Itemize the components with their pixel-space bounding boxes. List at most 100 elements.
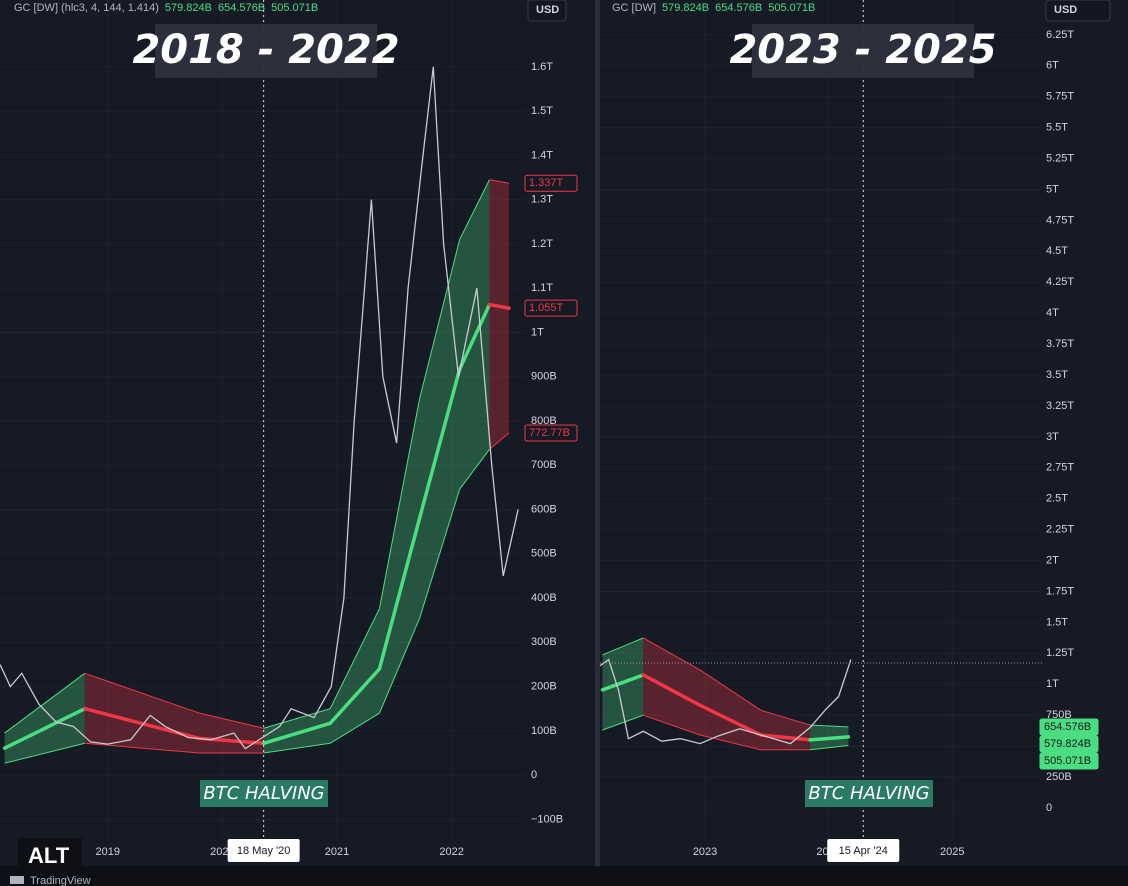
last-value-box — [524, 424, 578, 442]
last-value-box — [524, 299, 578, 317]
y-tick-label: 900B — [531, 371, 557, 383]
legend-value: 505.071B — [271, 2, 318, 14]
band-edge — [329, 608, 380, 709]
band-edge — [602, 637, 644, 656]
price-line — [0, 66, 519, 750]
axis-layer: −100B 0 100B 200B 300B 400B 500B 600B 700B 800B 90… — [96, 29, 1075, 858]
footer-bar — [0, 866, 1128, 886]
band-mid — [758, 733, 812, 742]
band-edge — [419, 239, 461, 399]
price-layer — [0, 66, 852, 750]
band-edge — [199, 712, 264, 729]
x-tick-label: 2019 — [96, 846, 120, 858]
last-value-label: 772.77B — [529, 427, 570, 439]
band-edge — [760, 709, 811, 726]
y-tick-label: 1.5T — [531, 105, 553, 117]
y-tick-label: 4.5T — [1046, 245, 1068, 257]
x-tick-label: 2025 — [940, 846, 964, 858]
legend-value: 505.071B — [768, 2, 815, 14]
y-tick-label: 600B — [531, 503, 557, 515]
y-tick-label: 2.5T — [1046, 493, 1068, 505]
band-edge — [84, 742, 200, 754]
y-tick-label: 5T — [1046, 183, 1059, 195]
band-edge — [643, 637, 701, 671]
band-fill — [489, 179, 509, 450]
legend-value: 579.824B — [662, 2, 709, 14]
band-mid — [328, 667, 382, 726]
brand-logo — [10, 876, 24, 884]
band-mid — [641, 673, 702, 708]
y-tick-label: 1T — [1046, 678, 1059, 690]
y-tick-label: 1.3T — [531, 194, 553, 206]
y-tick-label: 2T — [1046, 554, 1059, 566]
band-mid — [808, 735, 851, 742]
annotation-label: BTC HALVING — [203, 783, 324, 804]
band-mid — [457, 302, 492, 371]
y-tick-label: 5.75T — [1046, 91, 1074, 103]
panel-title: 2023 - 2025 — [729, 27, 996, 73]
band-edge — [263, 742, 331, 754]
y-tick-label: 5.25T — [1046, 152, 1074, 164]
over-layer: 2018 - 2022 BTC HALVING 2023 - 2025 BTC HAL… — [132, 0, 1044, 838]
legend-value: 654.576B — [715, 2, 762, 14]
y-tick-label: 1T — [531, 326, 544, 338]
title-box — [155, 24, 377, 78]
y-tick-label: 500B — [531, 548, 557, 560]
y-tick-label: 1.1T — [531, 282, 553, 294]
last-value-label: 505.071B — [1044, 755, 1091, 767]
band-mid — [2, 706, 87, 750]
band-fill — [419, 239, 460, 619]
y-tick-label: 1.6T — [531, 61, 553, 73]
annotation-label: BTC HALVING — [808, 783, 929, 804]
last-value-label: 1.055T — [529, 302, 564, 314]
y-tick-label: 3.75T — [1046, 338, 1074, 350]
band-edge — [378, 618, 421, 714]
x-tick-label: 2022 — [439, 846, 463, 858]
last-value-box — [1039, 752, 1099, 770]
x-tick-label: 2023 — [693, 846, 717, 858]
annotation-box — [200, 780, 328, 807]
y-tick-label: 250B — [1046, 771, 1072, 783]
band-edge — [378, 398, 421, 609]
band-mid — [487, 302, 511, 310]
currency-box — [1045, 0, 1111, 22]
panel-divider — [595, 0, 600, 866]
y-tick-label: 4.25T — [1046, 276, 1074, 288]
y-tick-label: 6T — [1046, 60, 1059, 72]
title-box — [752, 24, 974, 78]
y-tick-label: −100B — [531, 813, 563, 825]
y-tick-label: 100B — [531, 725, 557, 737]
last-value-box — [1039, 718, 1099, 736]
y-tick-label: 400B — [531, 592, 557, 604]
band-edge — [699, 734, 761, 751]
band-edge — [419, 489, 461, 619]
price-line — [599, 658, 852, 745]
band-edge — [643, 714, 701, 736]
legend-value: 654.576B — [218, 2, 265, 14]
band-mid — [377, 516, 422, 671]
last-value-label: 654.576B — [1044, 721, 1091, 733]
band-mid — [600, 673, 646, 692]
y-tick-label: 1.5T — [1046, 616, 1068, 628]
y-tick-label: 4.75T — [1046, 214, 1074, 226]
x-tick-label: 2021 — [325, 846, 349, 858]
band-mid — [261, 721, 332, 746]
legend-header: GC [DW] 579.824B 654.576B 505.071B — [612, 2, 815, 14]
last-value-box — [524, 174, 578, 192]
panel-title: 2018 - 2022 — [132, 27, 399, 73]
y-tick-label: 1.75T — [1046, 585, 1074, 597]
legend-value: 579.824B — [165, 2, 212, 14]
band-edge — [329, 712, 380, 744]
band-edge — [84, 672, 200, 714]
band-mid — [698, 703, 763, 737]
y-tick-label: 0 — [531, 769, 537, 781]
currency-label: USD — [1054, 4, 1077, 16]
crosshair-label: 18 May '20 — [237, 845, 290, 857]
y-tick-label: 2.25T — [1046, 524, 1074, 536]
band-edge — [4, 672, 86, 734]
band-mid — [417, 367, 462, 521]
y-tick-label: 3T — [1046, 431, 1059, 443]
